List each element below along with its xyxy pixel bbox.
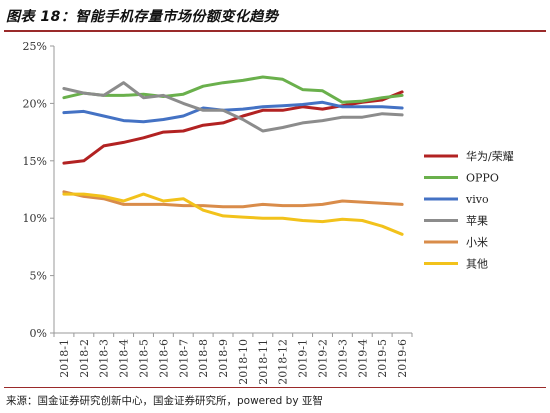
title-divider — [4, 30, 546, 32]
legend-label-6: 其他 — [466, 258, 488, 271]
y-tick-label: 25% — [23, 40, 47, 53]
x-tick-label: 2019-6 — [396, 339, 409, 378]
series-line-6 — [62, 192, 404, 236]
x-tick-label: 2019-4 — [356, 339, 369, 378]
series-line-2 — [62, 75, 404, 104]
legend-label-4: 苹果 — [466, 214, 488, 228]
x-tick-label: 2019-3 — [336, 339, 349, 378]
legend-label-2: OPPO — [466, 172, 499, 185]
x-tick-label: 2018-9 — [217, 339, 230, 378]
x-tick-label: 2018-1 — [58, 339, 71, 378]
x-tick-label: 2019-1 — [297, 339, 310, 378]
x-tick-label: 2018-2 — [78, 339, 91, 378]
series-line-1 — [62, 90, 404, 165]
x-tick-label: 2019-2 — [317, 339, 330, 378]
x-tick-label: 2018-4 — [118, 339, 131, 378]
figure-title: 图表 18：智能手机存量市场份额变化趋势 — [6, 9, 279, 25]
x-tick-label: 2018-8 — [197, 339, 210, 378]
footer-divider — [4, 387, 546, 388]
axes: 0% 5% 10% 15% 20% 25% 2018-1 2018-2 2018-3 2018-4… — [23, 40, 413, 385]
series-line-4 — [62, 81, 404, 133]
x-tick-label: 2018-5 — [138, 339, 151, 378]
x-tick-label: 2018-6 — [157, 339, 170, 378]
x-tick-label: 2018-12 — [277, 339, 290, 385]
x-tick-label: 2018-7 — [177, 339, 190, 378]
series-line-5 — [62, 190, 404, 209]
y-tick-label: 5% — [30, 270, 47, 283]
y-tick-label: 0% — [30, 327, 47, 340]
legend-label-3: vivo — [465, 193, 489, 206]
y-tick-label: 15% — [23, 155, 47, 168]
series-line-3 — [62, 100, 404, 124]
legend-label-5: 小米 — [466, 236, 488, 249]
y-tick-label: 10% — [23, 212, 47, 225]
x-tick-label: 2018-10 — [237, 339, 250, 385]
x-tick-label: 2018-3 — [98, 339, 111, 378]
x-tick-label: 2018-11 — [257, 339, 270, 385]
y-tick-label: 20% — [23, 97, 47, 110]
legend-label-1: 华为/荣耀 — [466, 149, 514, 163]
series-lines — [62, 75, 404, 236]
source-note: 来源：国金证券研究创新中心，国金证券研究所，powered by 亚智 — [6, 395, 323, 407]
x-tick-label: 2019-5 — [376, 339, 389, 378]
